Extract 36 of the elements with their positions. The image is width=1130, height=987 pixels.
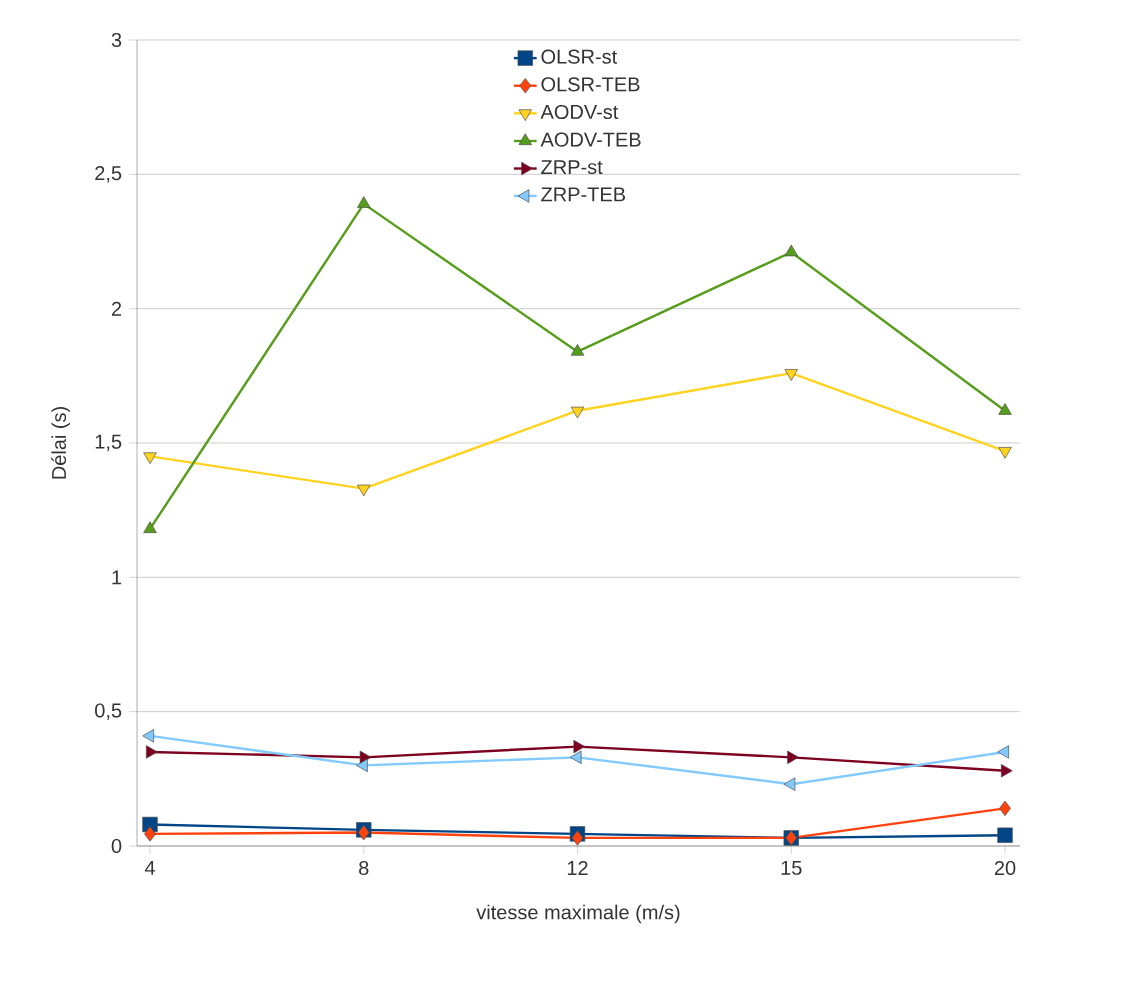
y-axis-title: Délai (s) bbox=[51, 407, 71, 479]
legend-label: AODV-st bbox=[540, 104, 619, 120]
point bbox=[357, 196, 371, 208]
point bbox=[356, 758, 368, 773]
legend-label: OLSR-st bbox=[541, 49, 618, 64]
point bbox=[143, 521, 157, 533]
point bbox=[146, 745, 158, 759]
point bbox=[999, 800, 1011, 817]
legend-label: AODV-TEB bbox=[540, 132, 641, 147]
point bbox=[787, 750, 799, 765]
y-tick-label: 3 bbox=[111, 32, 122, 48]
point bbox=[142, 729, 155, 743]
legend-label: ZRP-st bbox=[541, 160, 603, 175]
x-tick-label: 12 bbox=[567, 860, 588, 875]
x-tick-label: 15 bbox=[781, 860, 802, 875]
x-tick-label: 8 bbox=[359, 860, 369, 876]
y-tick-label: 1,5 bbox=[95, 434, 122, 452]
point bbox=[997, 745, 1010, 759]
y-tick-label: 0,5 bbox=[95, 703, 122, 720]
point bbox=[998, 403, 1012, 415]
x-axis-title: vitesse maximale (m/s) bbox=[476, 904, 680, 924]
y-tick-label: 2 bbox=[111, 301, 122, 316]
legend-label: OLSR-TEB bbox=[541, 77, 640, 92]
y-tick-label: 2,5 bbox=[95, 166, 122, 183]
x-tick-label: 4 bbox=[144, 860, 155, 875]
point bbox=[784, 244, 798, 257]
point bbox=[571, 830, 584, 846]
y-tick-label: 1 bbox=[112, 570, 122, 585]
point bbox=[570, 343, 585, 356]
point bbox=[573, 739, 586, 754]
point bbox=[997, 827, 1013, 843]
legend-label: ZRP-TEB bbox=[541, 187, 626, 202]
point bbox=[144, 826, 156, 842]
point bbox=[783, 777, 796, 791]
y-tick-label: 0 bbox=[111, 838, 122, 854]
x-tick-label: 20 bbox=[994, 860, 1016, 876]
